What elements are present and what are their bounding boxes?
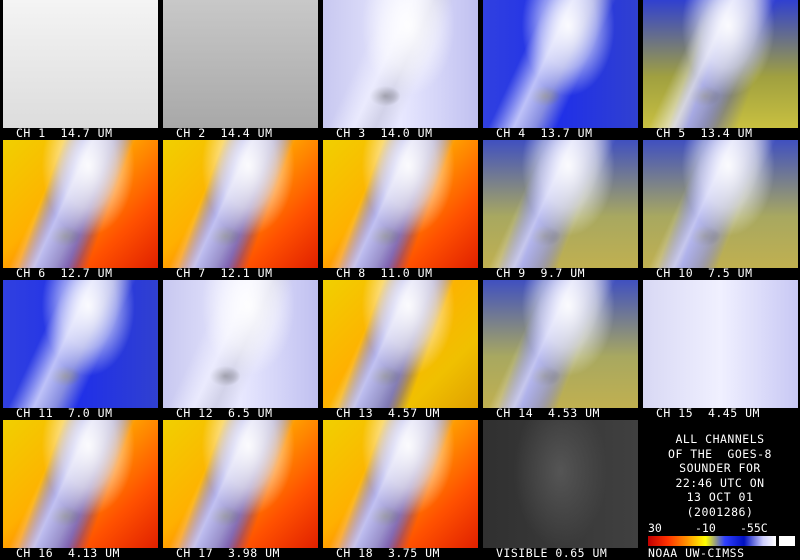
channel-panel: CH 15 4.45 UM: [640, 280, 800, 420]
satellite-image: [3, 420, 158, 548]
channel-label: CH 9 9.7 UM: [496, 266, 586, 280]
channel-label: CH 17 3.98 UM: [176, 546, 280, 560]
satellite-image: [643, 0, 798, 128]
scale-label: -55C: [740, 521, 768, 535]
channel-panel: CH 4 13.7 UM: [480, 0, 640, 140]
channel-label: CH 12 6.5 UM: [176, 406, 273, 420]
info-line: ALL CHANNELS: [675, 432, 765, 446]
channel-panel: CH 6 12.7 UM: [0, 140, 160, 280]
channel-panel: CH 5 13.4 UM: [640, 0, 800, 140]
channel-label: CH 15 4.45 UM: [656, 406, 760, 420]
channel-label: CH 13 4.57 UM: [336, 406, 440, 420]
satellite-image: [163, 0, 318, 128]
channel-label: CH 14 4.53 UM: [496, 406, 600, 420]
satellite-image: [483, 140, 638, 268]
channel-panel: CH 17 3.98 UM: [160, 420, 320, 560]
info-line: 13 OCT 01: [686, 490, 754, 504]
info-text: ALL CHANNELS OF THE GOES-8 SOUNDER FOR 22:4…: [640, 432, 800, 519]
color-swatch: [779, 536, 795, 546]
channel-label: CH 7 12.1 UM: [176, 266, 273, 280]
channel-panel: CH 2 14.4 UM: [160, 0, 320, 140]
channel-panel: CH 10 7.5 UM: [640, 140, 800, 280]
satellite-image: [643, 280, 798, 408]
channel-panel: CH 3 14.0 UM: [320, 0, 480, 140]
channel-label: CH 3 14.0 UM: [336, 126, 433, 140]
satellite-image: [323, 140, 478, 268]
channel-panel: CH 12 6.5 UM: [160, 280, 320, 420]
channel-panel: CH 13 4.57 UM: [320, 280, 480, 420]
channel-panel: CH 9 9.7 UM: [480, 140, 640, 280]
satellite-image: [483, 0, 638, 128]
satellite-image: [483, 420, 638, 548]
info-line: OF THE GOES-8: [668, 446, 772, 461]
satellite-image: [3, 140, 158, 268]
satellite-image: [643, 140, 798, 268]
channel-label: CH 6 12.7 UM: [16, 266, 113, 280]
satellite-image: [163, 140, 318, 268]
channel-label: CH 1 14.7 UM: [16, 126, 113, 140]
scale-label: 30: [648, 521, 662, 535]
credit: NOAA UW-CIMSS: [648, 546, 745, 560]
channel-label: VISIBLE 0.65 UM: [496, 546, 608, 560]
channel-label: CH 16 4.13 UM: [16, 546, 120, 560]
satellite-image: [3, 280, 158, 408]
channel-label: CH 5 13.4 UM: [656, 126, 753, 140]
channel-panel: CH 16 4.13 UM: [0, 420, 160, 560]
channel-panel: CH 8 11.0 UM: [320, 140, 480, 280]
satellite-image: [323, 0, 478, 128]
satellite-image: [323, 280, 478, 408]
color-bar: [648, 536, 776, 546]
channel-panel: VISIBLE 0.65 UM: [480, 420, 640, 560]
scale-label: -10: [695, 521, 716, 535]
info-line: (2001286): [686, 504, 754, 519]
channel-label: CH 10 7.5 UM: [656, 266, 753, 280]
channel-panel: CH 14 4.53 UM: [480, 280, 640, 420]
satellite-image: [3, 0, 158, 128]
info-line: SOUNDER FOR: [679, 461, 761, 475]
satellite-image: [163, 280, 318, 408]
channel-label: CH 8 11.0 UM: [336, 266, 433, 280]
satellite-image: [483, 280, 638, 408]
channel-label: CH 4 13.7 UM: [496, 126, 593, 140]
channel-label: CH 18 3.75 UM: [336, 546, 440, 560]
channel-panel: CH 1 14.7 UM: [0, 0, 160, 140]
channel-label: CH 2 14.4 UM: [176, 126, 273, 140]
channel-panel: CH 7 12.1 UM: [160, 140, 320, 280]
satellite-image: [323, 420, 478, 548]
channel-label: CH 11 7.0 UM: [16, 406, 113, 420]
channel-panel: CH 18 3.75 UM: [320, 420, 480, 560]
channel-panel: CH 11 7.0 UM: [0, 280, 160, 420]
info-line: 22:46 UTC ON: [675, 475, 765, 490]
satellite-image: [163, 420, 318, 548]
